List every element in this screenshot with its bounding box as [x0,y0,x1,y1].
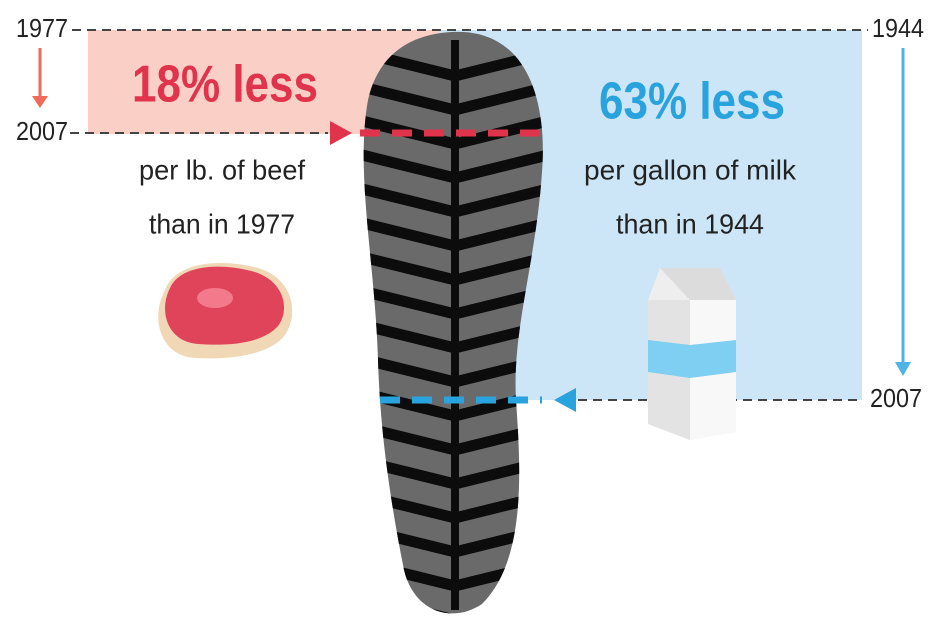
beef-end-year: 2007 [16,116,68,146]
milk-carton-icon [648,268,736,440]
beef-caption-1: per lb. of beef [139,154,305,185]
milk-end-year: 2007 [870,383,922,413]
infographic: 1977 2007 1944 2007 18% less per lb. of … [0,0,930,619]
beef-start-year: 1977 [16,13,68,43]
milk-headline: 63% less [599,73,785,131]
milk-start-year: 1944 [872,13,924,43]
milk-down-arrow [895,362,911,376]
milk-caption-2: than in 1944 [616,208,764,239]
milk-caption-1: per gallon of milk [584,154,797,185]
beef-headline: 18% less [132,56,318,114]
beef-down-arrow [32,96,48,108]
beef-caption-2: than in 1977 [149,208,295,239]
steak-icon [158,263,292,358]
